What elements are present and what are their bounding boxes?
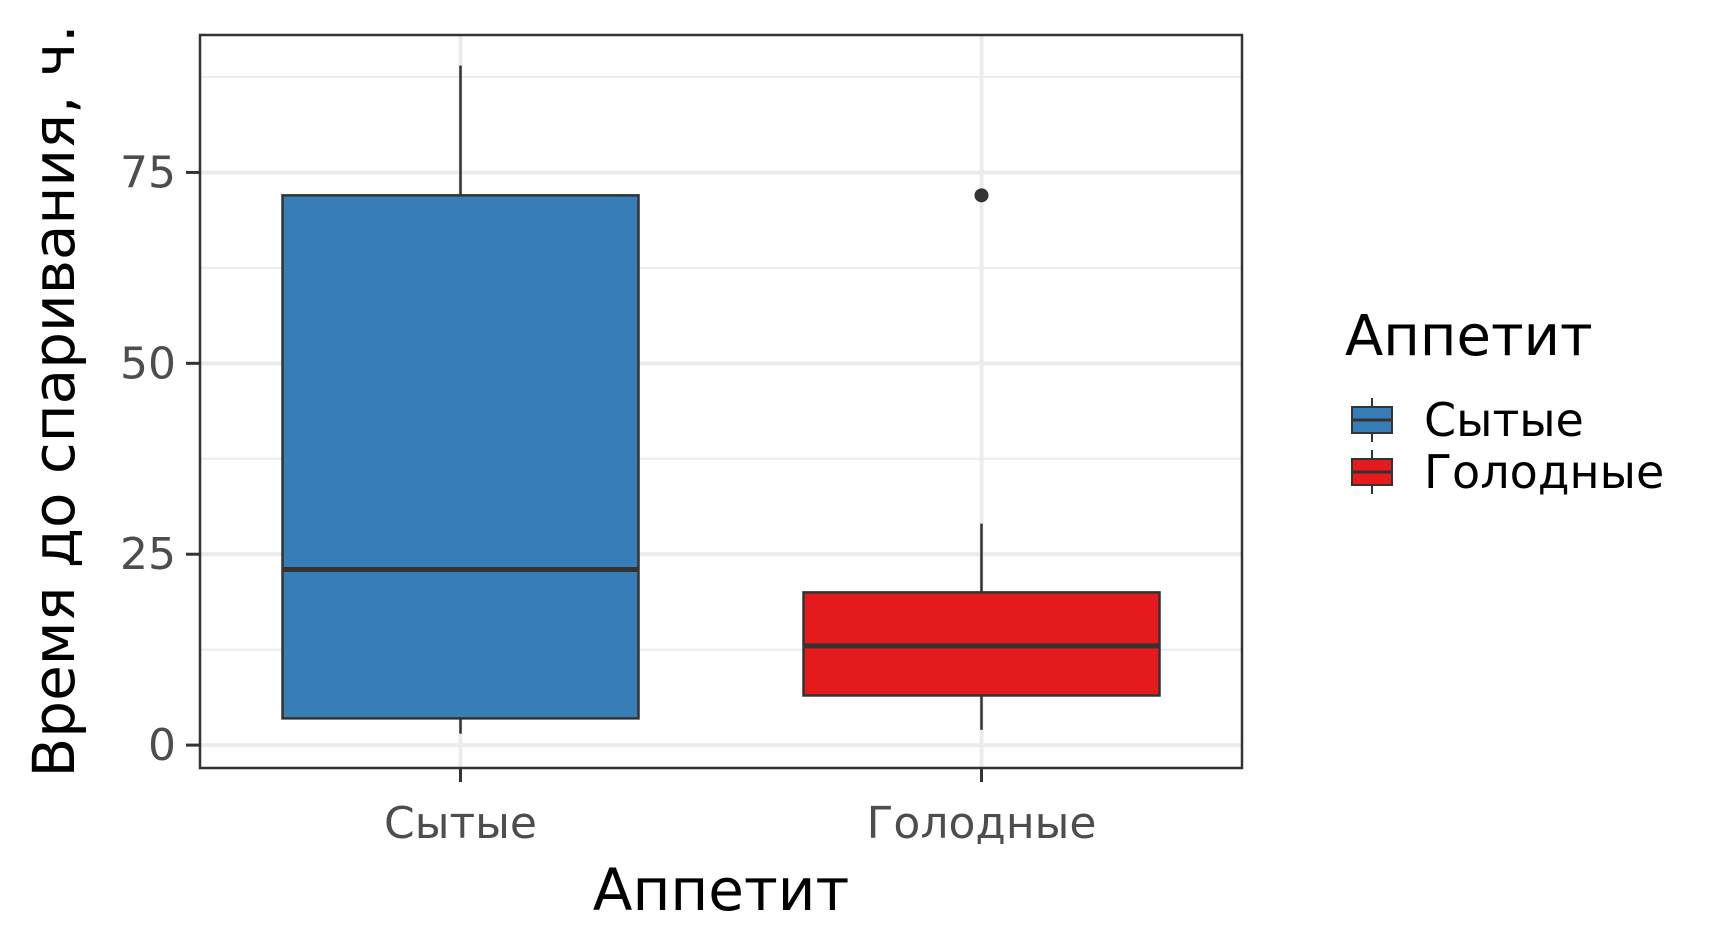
y-axis: 0 25 50 75 (120, 147, 200, 771)
plot-border (198, 33, 1244, 770)
y-tick-label: 50 (120, 338, 176, 389)
y-axis-title: Время до спаривания, ч. (20, 24, 88, 777)
outlier-point (974, 188, 989, 203)
legend-label: Голодные (1424, 445, 1664, 499)
legend-item-1: Сытые (1351, 393, 1584, 447)
y-tick-label: 0 (148, 720, 176, 771)
legend-title: Аппетит (1345, 304, 1593, 369)
y-tick-label: 75 (120, 147, 176, 198)
box-body (281, 194, 640, 720)
box-2 (802, 188, 1161, 730)
boxes (281, 65, 1161, 734)
legend-label: Сытые (1424, 393, 1584, 447)
legend-item-2: Голодные (1351, 445, 1664, 499)
x-tick-label: Сытые (384, 798, 537, 849)
x-axis-title: Аппетит (593, 856, 849, 924)
box-1 (281, 65, 640, 734)
x-axis: Сытые Голодные (384, 768, 1096, 849)
x-tick-label: Голодные (867, 798, 1097, 849)
y-tick-label: 25 (120, 529, 176, 580)
